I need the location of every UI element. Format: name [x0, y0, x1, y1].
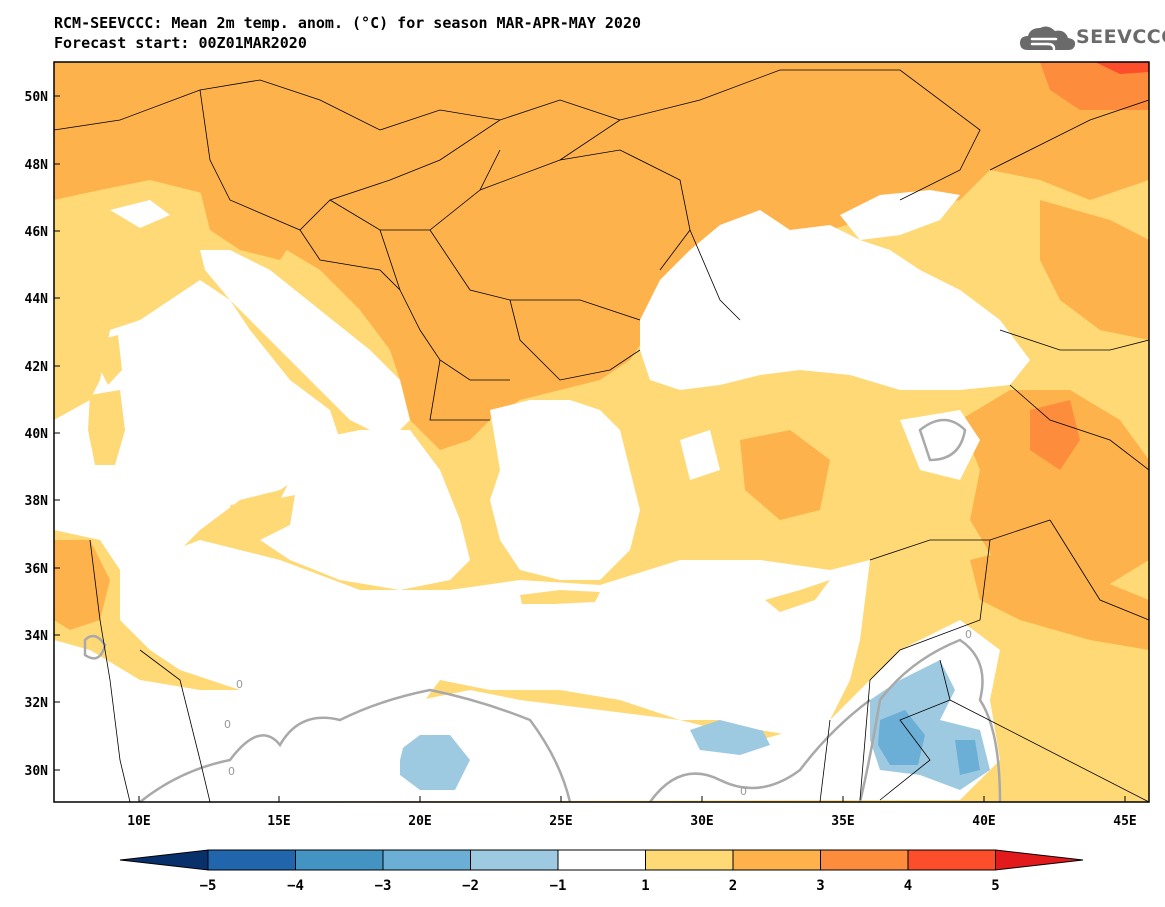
- colorbar-seg-8: [820, 849, 909, 871]
- island-sardinia: [88, 390, 125, 465]
- colorbar-label-7: 3: [816, 878, 824, 894]
- neutral-zone-alps: [110, 200, 170, 228]
- lon-label-30e: 30E: [690, 814, 713, 829]
- lat-label-42n: 42N: [25, 360, 49, 375]
- colorbar: [119, 849, 1084, 871]
- lat-label-46n: 46N: [25, 225, 49, 240]
- lat-label-38n: 38N: [25, 494, 49, 509]
- colorbar-label-1: −4: [287, 878, 304, 894]
- longitude-ticks: [138, 796, 1126, 802]
- colorbar-seg-4: [470, 849, 559, 871]
- colorbar-seg-6: [645, 849, 734, 871]
- lat-label-36n: 36N: [25, 562, 49, 577]
- lat-label-30n: 30N: [25, 764, 49, 779]
- colorbar-seg-3: [382, 849, 471, 871]
- title-line-1: RCM-SEEVCCC: Mean 2m temp. anom. (°C) fo…: [54, 14, 641, 32]
- anomaly-zone-libya-cool: [400, 735, 470, 790]
- contour-label-3: 0: [740, 785, 747, 798]
- colorbar-seg-7: [732, 849, 821, 871]
- colorbar-seg-5: [557, 849, 646, 871]
- latitude-ticks: [54, 95, 60, 771]
- lon-label-40e: 40E: [972, 814, 995, 829]
- neutral-zone-turkey-west: [680, 430, 720, 480]
- anomaly-zone-russia: [1040, 200, 1149, 340]
- anomaly-zone-ne-hot: [1040, 62, 1149, 110]
- sea-azov: [840, 190, 960, 240]
- colorbar-label-5: 1: [641, 878, 649, 894]
- lat-label-40n: 40N: [25, 427, 49, 442]
- colorbar-label-4: −1: [550, 878, 567, 894]
- sea-adriatic: [200, 250, 410, 440]
- contour-label-5: 0: [228, 765, 235, 778]
- anomaly-zone-central-turkey: [740, 430, 830, 520]
- anomaly-zone-egypt-cool: [690, 720, 770, 755]
- map-panel: 0 0 0 0 0: [54, 62, 1149, 802]
- anomaly-zone-arabia-cooler: [878, 710, 980, 775]
- country-borders: [54, 69, 1149, 802]
- contour-label-4: 0: [965, 628, 972, 641]
- neutral-zone-north-africa: [54, 620, 1000, 802]
- sea-mediterranean-east: [120, 540, 870, 760]
- colorbar-label-6: 2: [729, 878, 737, 894]
- map-title: RCM-SEEVCCC: Mean 2m temp. anom. (°C) fo…: [54, 13, 641, 53]
- seevccc-logo: SEEVCCC: [1018, 20, 1165, 56]
- lon-label-20e: 20E: [408, 814, 431, 829]
- island-cyprus: [765, 580, 830, 612]
- lon-label-35e: 35E: [831, 814, 854, 829]
- island-crete: [520, 590, 600, 604]
- lat-label-48n: 48N: [25, 158, 49, 173]
- title-line-2: Forecast start: 00Z01MAR2020: [54, 34, 307, 52]
- colorbar-seg-9: [907, 849, 996, 871]
- colorbar-seg-1: [207, 849, 296, 871]
- lon-label-25e: 25E: [549, 814, 572, 829]
- zero-contours: [83, 418, 1002, 802]
- colorbar-label-8: 4: [904, 878, 912, 894]
- sea-ionian: [260, 430, 470, 590]
- lat-label-50n: 50N: [25, 90, 49, 105]
- sea-black: [640, 210, 1030, 390]
- island-corsica: [98, 335, 122, 385]
- anomaly-zone-ne-peak: [1095, 62, 1149, 74]
- sea-mediterranean-west: [54, 280, 340, 570]
- colorbar-seg-10: [995, 849, 1084, 871]
- anomaly-zone-italy-north: [200, 190, 300, 260]
- cloud-icon: [1020, 26, 1076, 51]
- colorbar-label-3: −2: [462, 878, 479, 894]
- lon-label-45e: 45E: [1113, 814, 1136, 829]
- colorbar-seg-2: [295, 849, 384, 871]
- colorbar-seg-0: [119, 849, 209, 871]
- neutral-zone-anatolia: [900, 410, 980, 480]
- anomaly-zone-syria-iraq: [970, 540, 1149, 650]
- contour-label-1: 0: [236, 678, 243, 691]
- logo-text: SEEVCCC: [1076, 26, 1165, 48]
- sea-aegean: [490, 400, 640, 580]
- lat-label-44n: 44N: [25, 292, 49, 307]
- lon-label-10e: 10E: [127, 814, 150, 829]
- island-sicily: [230, 495, 295, 540]
- lon-label-15e: 15E: [267, 814, 290, 829]
- anomaly-zone-europe: [54, 62, 1149, 450]
- anomaly-zone-maghreb: [54, 540, 110, 630]
- lat-label-34n: 34N: [25, 629, 49, 644]
- anomaly-zone-east-turkey: [960, 390, 1149, 600]
- colorbar-label-9: 5: [991, 878, 999, 894]
- colorbar-label-2: −3: [375, 878, 392, 894]
- lat-label-32n: 32N: [25, 696, 49, 711]
- anomaly-zone-caucasus-hot: [1030, 400, 1080, 470]
- map-frame: [53, 61, 1150, 803]
- contour-label-2: 0: [224, 718, 231, 731]
- colorbar-label-0: −5: [200, 878, 217, 894]
